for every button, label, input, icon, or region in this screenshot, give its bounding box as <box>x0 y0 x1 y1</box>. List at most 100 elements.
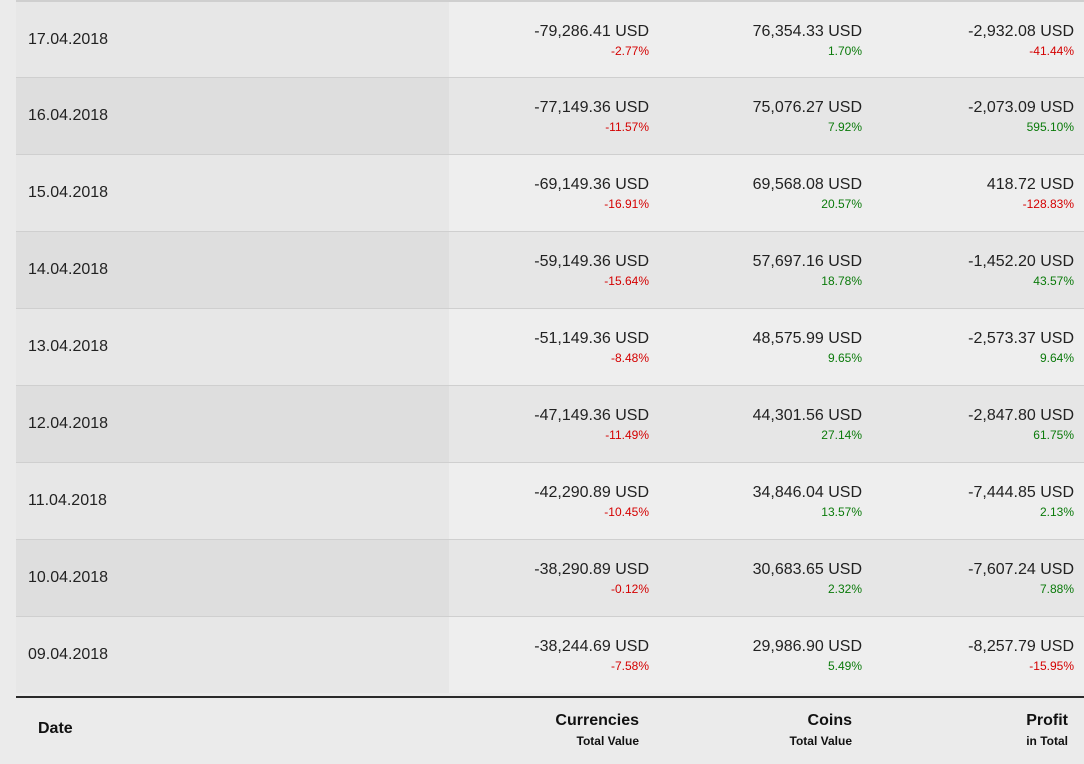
coins-value: 44,301.56 USD <box>752 407 862 424</box>
table-row: 12.04.2018 -47,149.36 USD -11.49% 44,301.… <box>16 385 1084 462</box>
coins-cell: 29,986.90 USD 5.49% <box>753 637 862 674</box>
row-date: 14.04.2018 <box>28 261 109 278</box>
profit-column-header[interactable]: Profit in Total <box>1026 711 1068 749</box>
profit-change: 9.64% <box>1039 351 1074 365</box>
profit-value: -2,573.37 USD <box>968 330 1074 347</box>
coins-change: 20.57% <box>821 197 862 211</box>
profit-change: 61.75% <box>1033 428 1074 442</box>
profit-value: -7,607.24 USD <box>968 561 1074 578</box>
profit-change: 43.57% <box>1033 274 1074 288</box>
coins-header-title: Coins <box>807 712 852 729</box>
profit-value: 418.72 USD <box>986 176 1074 193</box>
coins-change: 1.70% <box>827 44 862 58</box>
profit-cell: -2,573.37 USD 9.64% <box>968 329 1074 366</box>
currencies-column-header[interactable]: Currencies Total Value <box>555 711 639 749</box>
row-date: 15.04.2018 <box>28 184 109 201</box>
profit-value: -2,932.08 USD <box>968 23 1074 40</box>
currencies-change: -16.91% <box>604 197 649 211</box>
currencies-value: -59,149.36 USD <box>534 253 649 270</box>
coins-change: 13.57% <box>821 505 862 519</box>
currencies-cell: -59,149.36 USD -15.64% <box>534 252 649 289</box>
coins-cell: 44,301.56 USD 27.14% <box>753 406 862 443</box>
coins-value: 34,846.04 USD <box>752 484 862 501</box>
currencies-change: -15.64% <box>604 274 649 288</box>
table-row: 10.04.2018 -38,290.89 USD -0.12% 30,683.6… <box>16 539 1084 616</box>
date-column-header[interactable]: Date <box>38 720 73 737</box>
coins-value: 75,076.27 USD <box>752 99 862 116</box>
coins-change: 18.78% <box>821 274 862 288</box>
currencies-change: -2.77% <box>610 44 649 58</box>
row-date: 16.04.2018 <box>28 107 109 124</box>
coins-cell: 48,575.99 USD 9.65% <box>753 329 862 366</box>
profit-change: -128.83% <box>1022 197 1074 211</box>
coins-value: 69,568.08 USD <box>752 176 862 193</box>
currencies-change: -10.45% <box>604 505 649 519</box>
coins-change: 5.49% <box>827 659 862 673</box>
coins-column-header[interactable]: Coins Total Value <box>790 711 852 749</box>
table-row: 15.04.2018 -69,149.36 USD -16.91% 69,568.… <box>16 154 1084 231</box>
profit-value: -8,257.79 USD <box>968 638 1074 655</box>
coins-cell: 75,076.27 USD 7.92% <box>753 98 862 135</box>
currencies-value: -38,290.89 USD <box>534 561 649 578</box>
row-date: 09.04.2018 <box>28 646 109 663</box>
profit-header-subtitle: in Total <box>1026 734 1068 748</box>
coins-cell: 34,846.04 USD 13.57% <box>753 483 862 520</box>
currencies-header-title: Currencies <box>555 712 639 729</box>
profit-cell: -2,932.08 USD -41.44% <box>968 22 1074 59</box>
currencies-cell: -77,149.36 USD -11.57% <box>534 98 649 135</box>
row-date: 13.04.2018 <box>28 338 109 355</box>
profit-header-title: Profit <box>1026 712 1068 729</box>
coins-change: 9.65% <box>827 351 862 365</box>
table-row: 13.04.2018 -51,149.36 USD -8.48% 48,575.9… <box>16 308 1084 385</box>
currencies-cell: -51,149.36 USD -8.48% <box>534 329 649 366</box>
coins-change: 7.92% <box>827 120 862 134</box>
currencies-change: -11.49% <box>605 428 649 442</box>
currencies-change: -0.12% <box>610 582 649 596</box>
coins-cell: 69,568.08 USD 20.57% <box>753 175 862 212</box>
profit-cell: -7,444.85 USD 2.13% <box>968 483 1074 520</box>
currencies-change: -11.57% <box>605 120 649 134</box>
profit-change: 7.88% <box>1039 582 1074 596</box>
profit-cell: -2,847.80 USD 61.75% <box>968 406 1074 443</box>
table-footer-header: Date Currencies Total Value Coins Total … <box>16 696 1084 764</box>
row-date: 10.04.2018 <box>28 569 109 586</box>
profit-change: 595.10% <box>1026 120 1074 134</box>
currencies-change: -7.58% <box>610 659 649 673</box>
coins-value: 76,354.33 USD <box>752 23 862 40</box>
coins-value: 29,986.90 USD <box>752 638 862 655</box>
table-row: 11.04.2018 -42,290.89 USD -10.45% 34,846.… <box>16 462 1084 539</box>
profit-cell: 418.72 USD -128.83% <box>987 175 1074 212</box>
currencies-header-subtitle: Total Value <box>576 734 639 748</box>
currencies-change: -8.48% <box>610 351 649 365</box>
coins-cell: 76,354.33 USD 1.70% <box>753 22 862 59</box>
profit-value: -1,452.20 USD <box>968 253 1074 270</box>
table-row: 16.04.2018 -77,149.36 USD -11.57% 75,076.… <box>16 77 1084 154</box>
profit-cell: -1,452.20 USD 43.57% <box>968 252 1074 289</box>
coins-header-subtitle: Total Value <box>789 734 852 748</box>
currencies-cell: -79,286.41 USD -2.77% <box>534 22 649 59</box>
currencies-cell: -38,290.89 USD -0.12% <box>534 560 649 597</box>
profit-change: -41.44% <box>1029 44 1074 58</box>
coins-value: 30,683.65 USD <box>752 561 862 578</box>
currencies-value: -42,290.89 USD <box>534 484 649 501</box>
profit-value: -2,847.80 USD <box>968 407 1074 424</box>
currencies-value: -47,149.36 USD <box>534 407 649 424</box>
row-date: 12.04.2018 <box>28 415 109 432</box>
profit-change: -15.95% <box>1029 659 1074 673</box>
currencies-value: -69,149.36 USD <box>534 176 649 193</box>
table-row: 09.04.2018 -38,244.69 USD -7.58% 29,986.9… <box>16 616 1084 693</box>
coins-change: 2.32% <box>827 582 862 596</box>
profit-value: -2,073.09 USD <box>968 99 1074 116</box>
profit-cell: -7,607.24 USD 7.88% <box>968 560 1074 597</box>
coins-value: 48,575.99 USD <box>752 330 862 347</box>
coins-change: 27.14% <box>821 428 862 442</box>
currencies-value: -51,149.36 USD <box>534 330 649 347</box>
currencies-cell: -47,149.36 USD -11.49% <box>534 406 649 443</box>
currencies-value: -77,149.36 USD <box>534 99 649 116</box>
table-row: 17.04.2018 -79,286.41 USD -2.77% 76,354.3… <box>16 0 1084 77</box>
table-row: 14.04.2018 -59,149.36 USD -15.64% 57,697.… <box>16 231 1084 308</box>
row-date: 11.04.2018 <box>28 492 107 509</box>
row-date: 17.04.2018 <box>28 30 109 48</box>
profit-cell: -2,073.09 USD 595.10% <box>968 98 1074 135</box>
coins-cell: 57,697.16 USD 18.78% <box>753 252 862 289</box>
